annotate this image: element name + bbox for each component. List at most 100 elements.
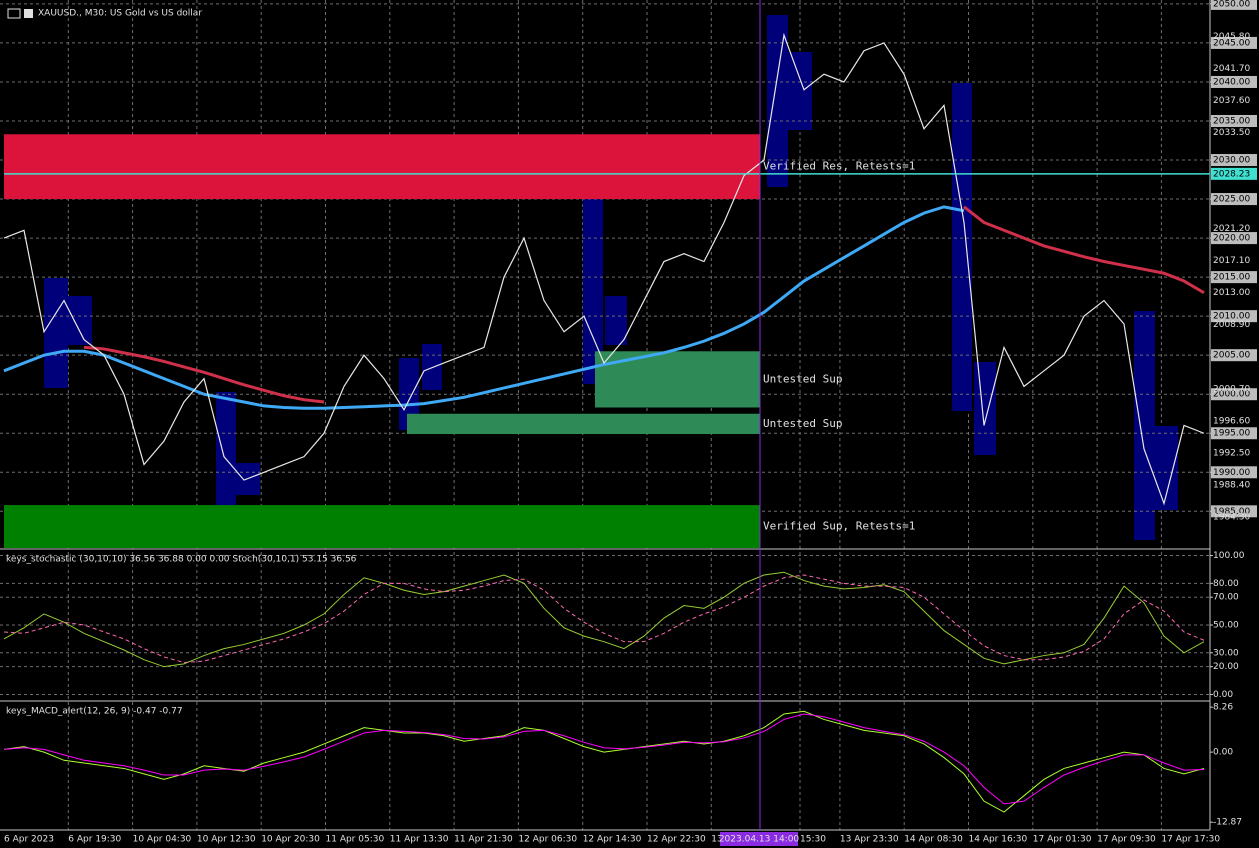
x-tick-label: 12 Apr 14:30	[583, 835, 642, 845]
y-tick-label: 8.26	[1213, 703, 1233, 713]
y-tick-label: 2035.00	[1213, 116, 1250, 126]
price-label: 1992.50	[1213, 448, 1250, 458]
tick-box	[1211, 310, 1257, 323]
price-label: 2021.20	[1213, 224, 1250, 234]
box	[216, 392, 236, 510]
x-tick-label: 13 Apr 23:30	[840, 835, 899, 845]
zone-label: Untested Sup	[763, 372, 842, 385]
cursor-tag	[720, 832, 798, 846]
x-tick-label: 13	[711, 835, 722, 845]
tick-box	[1211, 114, 1257, 127]
x-tick-label: 11 Apr 13:30	[390, 835, 449, 845]
zone-label: Verified Sup, Retests=1	[763, 520, 915, 533]
zone	[407, 413, 760, 435]
symbol-icon	[7, 8, 33, 19]
price-label: 2041.70	[1213, 64, 1250, 74]
series-line	[3, 205, 965, 410]
x-tick-label: 17 Apr 09:30	[1097, 835, 1156, 845]
tick-box	[1211, 193, 1257, 206]
x-tick-label: 10 Apr 20:30	[261, 835, 320, 845]
zone-label: Untested Sup	[763, 417, 842, 430]
y-tick-label: 1990.00	[1213, 468, 1250, 478]
x-tick-label: 11 Apr 21:30	[454, 835, 513, 845]
y-tick-label: 2020.00	[1213, 234, 1250, 244]
price-label: 1996.60	[1213, 416, 1250, 426]
box	[583, 175, 603, 384]
tick-box	[1211, 36, 1257, 49]
box	[974, 362, 996, 455]
x-tick-label: 6 Apr 19:30	[68, 835, 121, 845]
panel-title: keys_stochastic (30,10,10) 36.56 36.88 0…	[6, 555, 357, 565]
panel-borders	[0, 0, 1211, 831]
y-tick-label: 2050.00	[1213, 0, 1250, 9]
x-tick-label: 17 Apr 01:30	[1033, 835, 1092, 845]
price-line-label: 2028.23	[1213, 169, 1250, 179]
box	[44, 278, 68, 388]
y-tick-label: 2005.00	[1213, 351, 1250, 361]
tick-box	[1211, 154, 1257, 167]
series-line	[3, 713, 1205, 805]
price-label: 2037.60	[1213, 96, 1250, 106]
y-tick-label: 2025.00	[1213, 195, 1250, 205]
box	[788, 52, 812, 130]
tick-box	[1211, 427, 1257, 440]
series-line	[3, 571, 1205, 668]
y-tick-label: 1985.00	[1213, 507, 1250, 517]
y-tick-label: 20.00	[1213, 662, 1239, 672]
tick-box	[1211, 505, 1257, 518]
y-tick-label: 2045.00	[1213, 38, 1250, 48]
series-line	[83, 345, 325, 404]
tick-box	[1211, 232, 1257, 245]
series-line	[3, 574, 1205, 664]
series-line	[3, 710, 1205, 813]
price-label: 2017.10	[1213, 256, 1250, 266]
zone-label: Verified Res, Retests=1	[763, 160, 915, 173]
price-label: 2013.00	[1213, 288, 1250, 298]
x-tick-label: 10 Apr 12:30	[197, 835, 256, 845]
box	[952, 83, 972, 411]
tick-box	[1211, 271, 1257, 284]
x-tick-label: 12 Apr 22:30	[647, 835, 706, 845]
y-tick-label: 2030.00	[1213, 156, 1250, 166]
y-tick-label: 2000.00	[1213, 390, 1250, 400]
x-tick-label: 10 Apr 04:30	[133, 835, 192, 845]
zone	[4, 134, 760, 200]
panel-title: keys_MACD_alert(12, 26, 9) -0.47 -0.77	[6, 707, 183, 717]
y-tick-label: 50.00	[1213, 621, 1239, 631]
price-label: 2000.70	[1213, 384, 1250, 394]
icon	[7, 8, 21, 19]
tick-box	[1211, 349, 1257, 362]
series-line	[963, 205, 1205, 295]
tick-box	[1211, 388, 1257, 401]
y-tick-label: 80.00	[1213, 579, 1239, 589]
y-tick-label: 1995.00	[1213, 429, 1250, 439]
x-tick-label: 12 Apr 06:30	[518, 835, 577, 845]
cursor-label: 2023.04.13 14:00	[719, 835, 800, 845]
tick-box	[1211, 466, 1257, 479]
x-tick-label: 15:30	[800, 835, 826, 845]
x-tick-label: 6 Apr 2023	[4, 835, 54, 845]
price-label: 1988.40	[1213, 480, 1250, 490]
zone	[4, 505, 760, 548]
box	[422, 344, 442, 390]
x-tick-label: 17 Apr 17:30	[1161, 835, 1220, 845]
x-tick-label: 14 Apr 08:30	[904, 835, 963, 845]
price-label: 2008.90	[1213, 320, 1250, 330]
y-tick-label: 0.00	[1213, 748, 1233, 758]
y-tick-label: 30.00	[1213, 648, 1239, 658]
box	[605, 296, 627, 345]
box	[1134, 311, 1155, 540]
box	[68, 296, 92, 345]
y-tick-label: 2040.00	[1213, 77, 1250, 87]
signal-boxes	[0, 3, 1210, 695]
x-tick-label: 11 Apr 05:30	[326, 835, 385, 845]
series-line	[3, 32, 1205, 506]
y-tick-label: 0.00	[1213, 690, 1233, 700]
y-tick-label: 100.00	[1213, 551, 1245, 561]
panel-title: XAUUSD., M30: US Gold vs US dollar	[38, 9, 202, 19]
price-label: 2033.50	[1213, 128, 1250, 138]
tick-box	[1211, 0, 1257, 10]
y-tick-label: 2015.00	[1213, 273, 1250, 283]
zone	[595, 351, 760, 408]
